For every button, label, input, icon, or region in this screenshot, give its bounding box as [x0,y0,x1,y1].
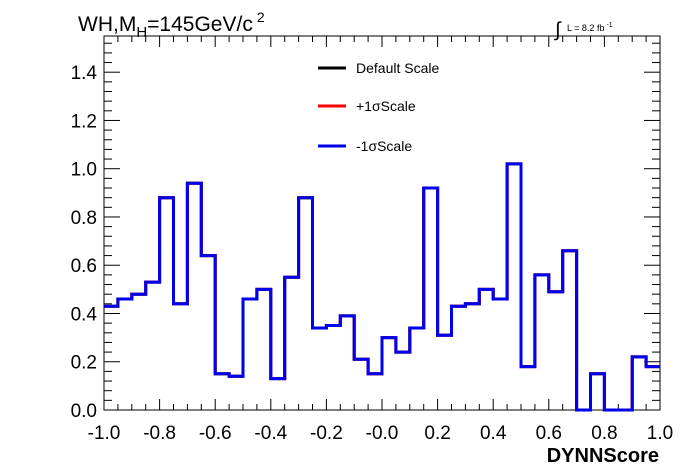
lumi-label: L = 8.2 fb -1 [567,22,613,33]
y-tick-label: 0.2 [71,353,97,374]
chart-title: WH,MH=145GeV/c 2 [78,9,265,41]
x-tick-label: -0.4 [254,423,287,444]
x-tick-label: 0.2 [424,423,450,444]
x-tick-label: 1.0 [647,423,673,444]
x-tick-label: 0.4 [480,423,507,444]
y-tick-label: 0.0 [71,401,97,422]
x-tick-label: -0.8 [143,423,176,444]
x-tick-label: -0.6 [199,423,232,444]
y-tick-labels: 0.0 0.2 0.4 0.6 0.8 1.0 1.2 1.4 [71,63,98,422]
lumi-integral-symbol: ∫ [554,19,562,41]
legend-entry-label: -1σScale [356,138,412,154]
x-tick-labels: -1.0 -0.8 -0.6 -0.4 -0.2 -0.0 0.2 0.4 0.6 0.8 1.0 [88,423,674,444]
y-tick-label: 0.4 [71,304,98,325]
x-tick-label: -0.0 [366,423,399,444]
legend-entry-label: +1σScale [356,98,416,114]
x-tick-label: 0.6 [536,423,562,444]
axis-ticks [103,36,661,411]
x-tick-label: 0.8 [591,423,617,444]
legend-entry-label: Default Scale [356,60,439,76]
y-tick-label: 0.8 [71,208,97,229]
y-tick-label: 0.6 [71,256,97,277]
series-line-2 [104,162,660,412]
x-axis-label: DYNNScore [547,445,659,467]
y-tick-label: 1.0 [71,160,97,181]
x-tick-label: -0.2 [310,423,343,444]
series-lines [104,162,660,412]
legend: Default Scale +1σScale -1σScale [318,60,439,154]
x-tick-label: -1.0 [88,423,121,444]
y-tick-label: 1.2 [71,111,97,132]
y-tick-label: 1.4 [71,63,98,84]
